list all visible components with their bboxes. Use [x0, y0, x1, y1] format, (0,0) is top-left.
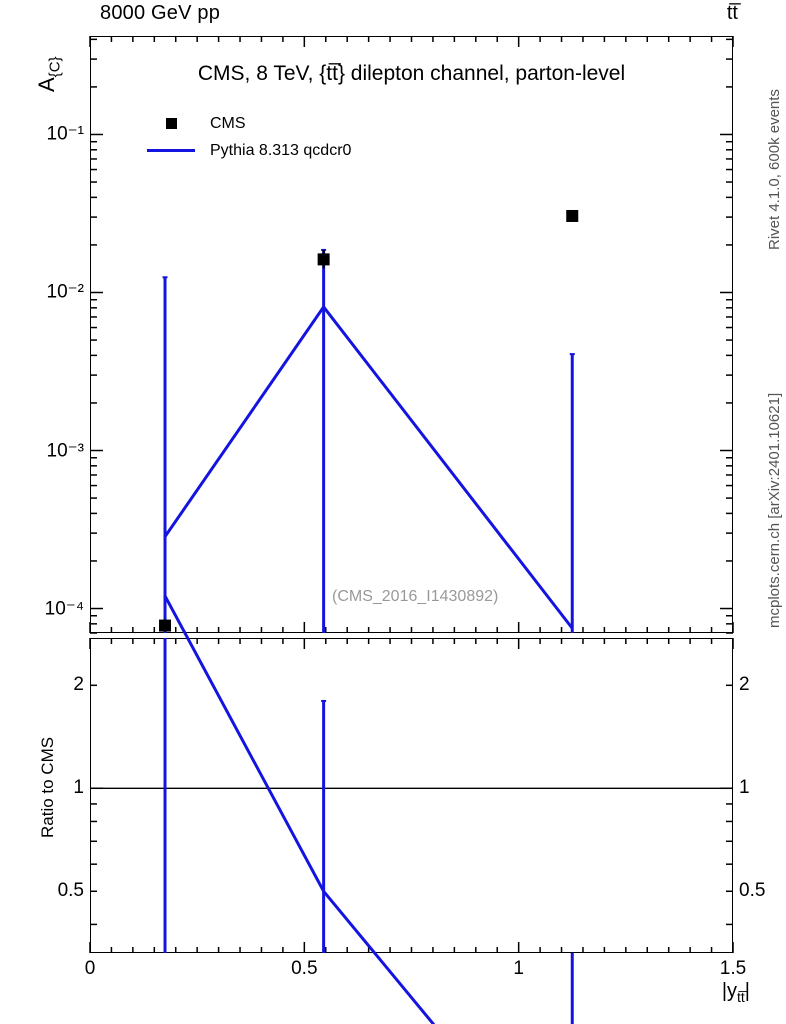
ratio-plot-frame — [90, 638, 733, 953]
x-axis-label: |ytt̅| — [722, 980, 750, 1005]
x-tick-label: 1.5 — [719, 958, 747, 979]
y-tick-label-main: 10⁻² — [46, 281, 85, 303]
legend-label-cms: CMS — [210, 114, 246, 132]
y-tick-label-ratio: 2 — [73, 674, 84, 696]
legend: CMS Pythia 8.313 qcdcr0 — [140, 110, 351, 164]
legend-marker-square-icon — [140, 118, 202, 129]
y-tick-label-ratio: 1 — [73, 777, 84, 799]
x-axis-label-base: |y — [721, 980, 738, 1002]
y-tick-label-main: 10⁻¹ — [46, 123, 85, 145]
analysis-id-watermark: (CMS_2016_I1430892) — [332, 588, 499, 605]
x-tick-label: 0 — [84, 958, 96, 979]
x-tick-label: 1 — [513, 958, 524, 979]
legend-entry-cms[interactable]: CMS — [140, 110, 351, 137]
plot-title: CMS, 8 TeV, {tt̅} dilepton channel, part… — [197, 62, 626, 85]
y-tick-label-ratio: 0.5 — [57, 880, 84, 902]
process-label: tt̅ — [726, 2, 738, 24]
y-tick-label-ratio: 1 — [739, 777, 750, 799]
y-axis-ticklabels-ratio: 2 1 0.5 — [0, 0, 84, 1024]
y-axis-ticklabels-main: 10⁻¹ 10⁻² 10⁻³ 10⁻⁴ — [0, 0, 84, 1024]
y-axis-ticklabels-ratio-right: 2 1 0.5 — [739, 0, 785, 1024]
y-tick-label-ratio: 0.5 — [739, 880, 766, 902]
y-tick-label-main: 10⁻⁴ — [44, 598, 84, 620]
legend-entry-pythia[interactable]: Pythia 8.313 qcdcr0 — [140, 137, 351, 164]
x-axis-label-sub: tt̅ — [737, 989, 745, 1005]
beam-energy-label: 8000 GeV pp — [100, 2, 221, 24]
legend-marker-line-icon — [140, 149, 202, 152]
legend-label-pythia: Pythia 8.313 qcdcr0 — [210, 141, 352, 159]
y-tick-label-ratio: 2 — [739, 674, 750, 696]
x-axis-label-close: | — [744, 980, 750, 1002]
y-tick-label-main: 10⁻³ — [46, 440, 85, 461]
x-tick-label: 0.5 — [291, 958, 318, 979]
